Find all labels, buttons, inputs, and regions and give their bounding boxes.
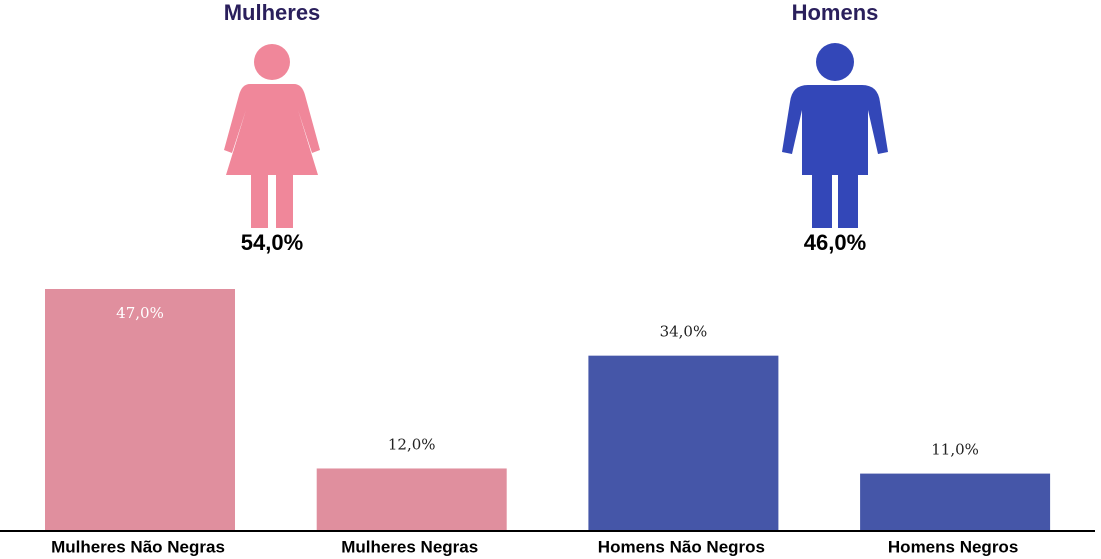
bar: [860, 473, 1051, 530]
bar: [588, 355, 779, 530]
man-icon: [782, 43, 888, 228]
woman-icon: [224, 44, 320, 228]
x-tick-label: Mulheres Não Negras: [51, 537, 225, 556]
x-tick-label: Mulheres Negras: [341, 537, 478, 556]
bar: [45, 289, 235, 530]
group-title: Homens: [792, 0, 879, 25]
value-label: 12,0%: [388, 435, 436, 453]
x-tick-label: Homens Negros: [888, 537, 1018, 556]
value-label: 11,0%: [931, 441, 979, 459]
group-value: 46,0%: [804, 230, 866, 255]
group-value: 54,0%: [241, 230, 303, 255]
group-title: Mulheres: [224, 0, 321, 25]
x-tick-label: Homens Não Negros: [598, 537, 765, 556]
value-label: 34,0%: [660, 323, 708, 341]
value-label: 47,0%: [116, 304, 164, 322]
bar: [316, 468, 507, 530]
